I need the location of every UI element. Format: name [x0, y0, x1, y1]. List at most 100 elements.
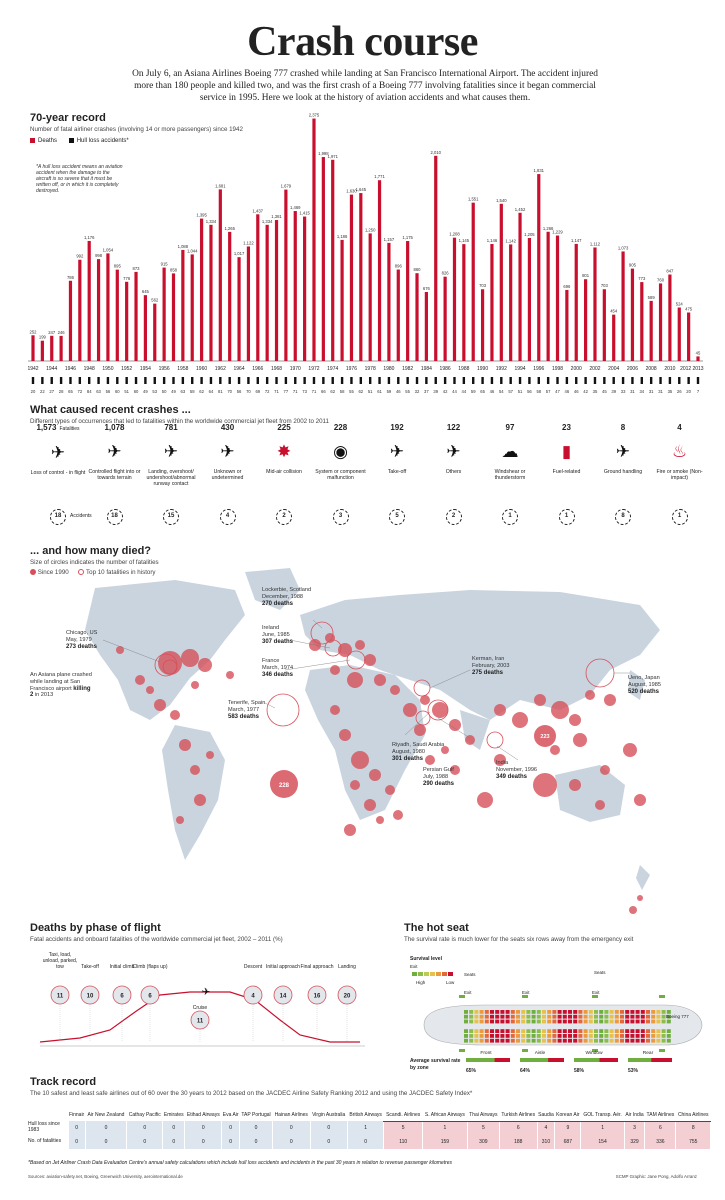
fuel-can-icon: ▮ — [561, 442, 572, 461]
x-tick-label: 2002 — [589, 366, 600, 372]
seat — [594, 1034, 598, 1038]
hull-value-label: 58 — [536, 389, 541, 394]
airline-header: Eva Air — [222, 1112, 239, 1119]
cause-label: Windshear or thunderstorm — [494, 469, 526, 481]
map-label-date: June, 1985 — [262, 631, 290, 638]
track-footnote: *Based on Jet Airliner Crash Data Evalua… — [28, 1160, 453, 1166]
seat — [510, 1038, 515, 1043]
legend-seats-label: Seats — [464, 972, 476, 977]
deaths-bar — [181, 249, 185, 361]
track-corner — [28, 1101, 68, 1121]
deaths-value-label: 858 — [170, 267, 178, 272]
deaths-bar — [331, 159, 335, 361]
seat — [635, 1010, 640, 1014]
hull-bar — [97, 377, 100, 384]
seat — [536, 1010, 541, 1014]
phase-circle — [337, 985, 357, 1005]
hull-bar — [181, 377, 185, 384]
hull-value-label: 37 — [424, 389, 429, 394]
deaths-value-label: 776 — [123, 276, 131, 281]
phase-circle — [243, 985, 263, 1005]
deaths-value-label: 1,645 — [356, 187, 367, 192]
seat — [588, 1038, 593, 1043]
seat — [495, 1034, 500, 1038]
fatalities-cell: 309 — [467, 1135, 500, 1149]
x-tick-label: 1950 — [102, 366, 113, 372]
zone-rate: 64% — [520, 1068, 531, 1074]
hull-value-label: 26 — [677, 389, 682, 394]
seat — [531, 1019, 536, 1024]
hull-value-label: 33 — [621, 389, 626, 394]
top10-swatch — [78, 569, 85, 576]
crash-bubble — [637, 895, 643, 901]
gauge-icon: ◉ — [333, 442, 348, 461]
map-label-deaths: 273 deaths — [66, 643, 98, 650]
cause-item: 8 ✈ Ground handling 8 — [593, 424, 653, 525]
deaths-value-label: 1,208 — [449, 232, 460, 237]
hull-value-label: 62 — [330, 389, 335, 394]
seat — [599, 1010, 604, 1014]
hull-value-label: 53 — [152, 389, 157, 394]
cause-item: 23 ▮ Fuel-related 1 — [537, 424, 597, 525]
hull-loss-cell: 6 — [499, 1121, 538, 1135]
deaths-value-label: 760 — [657, 277, 665, 282]
seat — [656, 1038, 661, 1043]
deaths-bar — [78, 259, 82, 361]
hull-value-label: 70 — [246, 389, 251, 394]
deaths-bar — [50, 335, 54, 361]
seat — [474, 1029, 479, 1033]
crash-bubble — [390, 685, 400, 695]
cause-item: 225 ✸ Mid-air collision 2 — [254, 424, 314, 525]
seat — [588, 1014, 593, 1019]
crash-bubble — [176, 816, 184, 824]
deaths-value-label: 1,437 — [253, 208, 264, 213]
map-label-place: Chicago, US — [66, 630, 98, 636]
midair-collision-icon: ✸ — [276, 442, 292, 461]
plane-question-icon: ✈ — [220, 442, 235, 461]
seat — [490, 1034, 494, 1038]
seat — [620, 1038, 624, 1043]
seat — [531, 1038, 536, 1043]
hull-value-label: 72 — [265, 389, 270, 394]
hull-value-label: 22 — [40, 389, 45, 394]
deaths-bar — [509, 244, 513, 361]
seat — [510, 1029, 515, 1033]
fatalities-cell: 0 — [310, 1135, 348, 1149]
seat — [594, 1029, 598, 1033]
deaths-value-label: 773 — [638, 276, 646, 281]
hull-bar — [312, 377, 316, 384]
seat — [479, 1029, 484, 1033]
plane-banking-icon: ✈ — [50, 443, 66, 462]
avg-survival-label: Average survival rate — [410, 1058, 461, 1064]
seats-label: Seats — [594, 970, 606, 975]
hull-bar — [125, 377, 128, 384]
land-mass — [555, 765, 625, 822]
seat — [505, 1010, 510, 1014]
crash-bubble — [425, 755, 435, 765]
zone-rate: 58% — [574, 1068, 585, 1074]
deaths-bar — [452, 237, 457, 361]
deaths-bar — [321, 157, 325, 361]
seat — [640, 1014, 645, 1019]
crash-bubble — [191, 681, 199, 689]
seat — [656, 1034, 661, 1038]
deaths-value-label: 1,771 — [374, 174, 385, 179]
crash-bubble — [344, 824, 356, 836]
seat — [614, 1014, 619, 1019]
crash-bubble — [170, 710, 180, 720]
airline-header: Saudia — [537, 1101, 555, 1122]
since-1990-swatch — [30, 569, 36, 576]
seat — [536, 1034, 541, 1038]
cause-fatalities: 122 — [446, 423, 461, 432]
record-legend: Deaths Hull loss accidents* — [30, 138, 129, 144]
hull-value-label: 55 — [349, 389, 354, 394]
map-label-date: March, 1974 — [262, 664, 294, 671]
hull-bar — [87, 377, 91, 384]
zone-rate: 65% — [466, 1068, 477, 1074]
seat — [562, 1019, 567, 1024]
crash-bubble — [350, 780, 360, 790]
credit: SCMP Graphic: Jane Pong, Adolfo Arranz — [615, 1174, 697, 1179]
seat — [604, 1010, 609, 1014]
crash-bubble — [154, 699, 166, 711]
hull-value-label: 20 — [31, 389, 36, 394]
